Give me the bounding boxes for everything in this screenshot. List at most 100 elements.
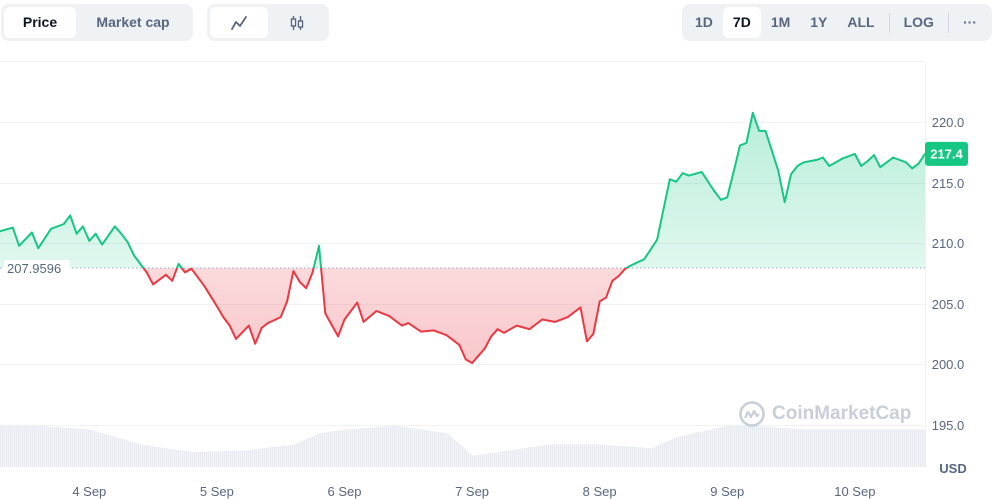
volume-bar — [124, 439, 126, 467]
volume-bar — [138, 443, 140, 467]
volume-bar — [382, 426, 384, 467]
volume-bar — [624, 446, 626, 467]
volume-bar — [832, 429, 834, 467]
volume-bar — [362, 428, 364, 467]
volume-bar — [678, 436, 680, 467]
range-1d-button[interactable]: 1D — [695, 14, 713, 30]
volume-bar — [128, 440, 130, 467]
volume-bar — [806, 429, 808, 467]
volume-bar — [316, 434, 318, 467]
price-point — [796, 165, 799, 167]
price-point — [515, 324, 518, 327]
volume-bar — [754, 425, 756, 467]
volume-bar — [574, 444, 576, 467]
volume-bar — [916, 429, 918, 467]
price-point — [62, 223, 65, 225]
volume-bar — [840, 429, 842, 467]
volume-bar — [302, 440, 304, 467]
volume-bar — [194, 451, 196, 467]
volume-bar — [378, 427, 380, 467]
price-point — [802, 161, 805, 164]
price-point — [420, 330, 422, 333]
volume-bar — [682, 435, 684, 467]
volume-bar — [198, 451, 200, 467]
volume-bar — [756, 425, 758, 467]
tab-price[interactable]: Price — [4, 7, 76, 38]
range-1y-button[interactable]: 1Y — [810, 14, 828, 30]
volume-bar — [416, 428, 418, 467]
volume-bar — [130, 441, 132, 467]
volume-bar — [766, 426, 768, 467]
price-point — [292, 270, 295, 272]
price-point — [866, 160, 869, 163]
price-point — [822, 156, 824, 159]
volume-bar — [548, 444, 550, 467]
divider — [947, 12, 949, 33]
volume-bar — [248, 449, 250, 467]
tab-market-cap[interactable]: Market cap — [96, 14, 170, 30]
volume-bar — [732, 425, 734, 467]
volume-bar — [910, 429, 912, 467]
volume-bar — [760, 426, 762, 467]
volume-bar — [144, 445, 146, 467]
volume-bar — [16, 425, 18, 467]
volume-bar — [874, 429, 876, 467]
more-options-button[interactable]: ··· — [962, 14, 977, 30]
price-point — [815, 159, 818, 161]
volume-bar — [244, 450, 246, 467]
price-point — [445, 334, 448, 337]
volume-bar — [522, 448, 524, 467]
price-point — [700, 171, 703, 173]
volume-bar — [304, 439, 306, 467]
y-axis: 220.0 215.0 210.0 205.0 200.0 195.0 — [932, 115, 965, 433]
volume-bar — [168, 448, 170, 467]
log-scale-button[interactable]: LOG — [903, 14, 934, 30]
volume-bar — [336, 430, 338, 467]
volume-bar — [442, 432, 444, 467]
volume-bar — [388, 426, 390, 467]
volume-bar — [472, 455, 474, 467]
candlestick-chart-button[interactable] — [268, 7, 326, 38]
price-point — [668, 178, 671, 181]
price-point — [566, 316, 569, 318]
range-all-button[interactable]: ALL — [847, 14, 875, 30]
volume-bar — [670, 439, 672, 467]
volume-bar — [348, 429, 350, 467]
price-point — [751, 111, 754, 114]
volume-bar — [780, 427, 782, 467]
volume-bar — [640, 447, 642, 467]
volume-bar — [584, 444, 586, 467]
volume-bar — [410, 427, 412, 467]
price-point — [720, 198, 722, 201]
volume-bar — [274, 446, 276, 467]
volume-bar — [196, 451, 198, 467]
volume-bar — [436, 431, 438, 467]
price-point — [528, 328, 531, 331]
volume-bar — [352, 428, 354, 467]
volume-bar — [192, 451, 194, 467]
volume-bar — [28, 425, 30, 467]
price-point — [777, 169, 780, 172]
volume-bar — [184, 450, 186, 467]
volume-bar — [376, 427, 378, 467]
price-point — [407, 322, 410, 324]
volume-bar — [898, 429, 900, 467]
price-point — [911, 167, 914, 170]
price-point — [860, 165, 863, 167]
range-7d-button[interactable]: 7D — [722, 7, 761, 38]
price-point — [841, 157, 843, 160]
y-tick-label: 205.0 — [932, 297, 965, 312]
volume-bar — [546, 444, 548, 467]
volume-bar — [394, 425, 396, 467]
line-chart-button[interactable] — [210, 7, 268, 38]
price-point — [298, 281, 301, 283]
volume-bar — [886, 429, 888, 467]
price-point — [656, 238, 658, 241]
volume-bar — [804, 429, 806, 467]
volume-bar — [504, 451, 506, 467]
range-1m-button[interactable]: 1M — [770, 14, 791, 30]
coinmarketcap-watermark: CoinMarketCap — [738, 400, 911, 428]
volume-bar — [768, 426, 770, 467]
x-tick-label: 7 Sep — [455, 484, 489, 499]
price-point — [324, 312, 327, 315]
